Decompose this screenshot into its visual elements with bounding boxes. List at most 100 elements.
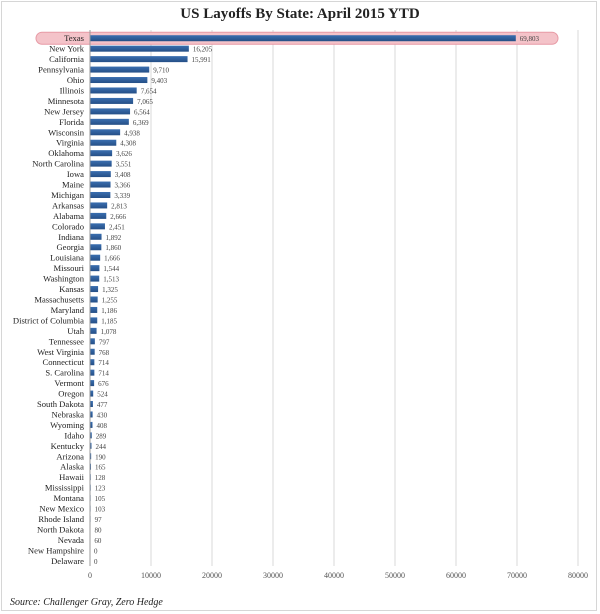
value-label-7: 6,564	[134, 108, 150, 116]
category-label-2: California	[49, 54, 84, 64]
category-label-29: Tennessee	[49, 336, 84, 346]
x-tick-label-0: 0	[88, 571, 92, 580]
value-label-19: 1,892	[106, 234, 122, 242]
category-label-38: Idaho	[64, 430, 84, 440]
x-tick-label-5: 50000	[385, 571, 405, 580]
category-label-34: Oregon	[58, 389, 84, 399]
value-label-27: 1,185	[101, 317, 117, 325]
value-label-22: 1,544	[103, 265, 119, 273]
category-label-48: Nevada	[58, 535, 84, 545]
bar-8	[90, 118, 129, 125]
category-label-22: Missouri	[53, 263, 84, 273]
category-label-41: Alaska	[60, 462, 84, 472]
bar-2	[90, 56, 188, 63]
category-label-8: Florida	[59, 117, 84, 127]
category-label-7: New Jersey	[44, 106, 85, 116]
x-tick-label-6: 60000	[446, 571, 466, 580]
category-label-17: Alabama	[53, 211, 84, 221]
value-label-6: 7,065	[137, 98, 153, 106]
category-label-45: New Mexico	[39, 504, 84, 514]
bar-29	[90, 338, 95, 345]
category-label-37: Wyoming	[50, 420, 85, 430]
value-label-48: 60	[94, 537, 102, 545]
value-label-45: 103	[95, 506, 106, 514]
category-label-43: Mississippi	[45, 483, 85, 493]
category-label-9: Wisconsin	[48, 127, 85, 137]
category-label-50: Delaware	[51, 556, 84, 566]
value-label-31: 714	[98, 359, 109, 367]
value-label-0: 69,803	[520, 35, 540, 43]
bar-18	[90, 223, 105, 230]
bar-32	[90, 369, 95, 376]
x-tick-label-2: 20000	[202, 571, 222, 580]
bar-28	[90, 327, 97, 334]
bar-15	[90, 191, 111, 198]
x-tick-label-4: 40000	[324, 571, 344, 580]
bar-19	[90, 233, 102, 240]
bar-12	[90, 160, 112, 167]
value-label-37: 408	[96, 422, 107, 430]
category-label-0: Texas	[64, 33, 85, 43]
value-label-8: 6,369	[133, 119, 149, 127]
value-label-33: 676	[98, 380, 109, 388]
category-label-24: Kansas	[59, 284, 84, 294]
category-label-46: Rhode Island	[38, 514, 84, 524]
value-label-42: 128	[95, 474, 106, 482]
bar-7	[90, 108, 131, 115]
chart-title: US Layoffs By State: April 2015 YTD	[180, 6, 420, 22]
value-label-44: 105	[95, 495, 106, 503]
bar-26	[90, 306, 98, 313]
category-label-20: Georgia	[56, 242, 84, 252]
value-label-40: 190	[95, 453, 106, 461]
bar-31	[90, 359, 95, 366]
category-label-3: Pennsylvania	[38, 65, 84, 75]
x-tick-label-1: 10000	[141, 571, 161, 580]
value-label-20: 1,860	[105, 244, 121, 252]
category-label-13: Iowa	[67, 169, 84, 179]
bar-9	[90, 129, 121, 136]
category-label-31: Connecticut	[42, 357, 84, 367]
value-label-21: 1,666	[104, 255, 120, 263]
bar-5	[90, 87, 137, 94]
category-label-19: Indiana	[58, 232, 84, 242]
category-label-28: Utah	[67, 326, 84, 336]
value-label-15: 3,339	[114, 192, 130, 200]
value-label-3: 9,710	[153, 67, 169, 75]
x-tick-label-3: 30000	[263, 571, 283, 580]
chart-source: Source: Challenger Gray, Zero Hedge	[10, 597, 163, 608]
value-label-1: 16,205	[193, 46, 213, 54]
category-label-39: Kentucky	[51, 441, 85, 451]
bar-39	[90, 442, 92, 449]
category-label-1: New York	[49, 44, 85, 54]
value-label-32: 714	[98, 370, 109, 378]
value-label-46: 97	[95, 516, 103, 524]
value-label-35: 477	[97, 401, 108, 409]
value-label-26: 1,186	[101, 307, 117, 315]
bar-25	[90, 296, 98, 303]
value-label-9: 4,938	[124, 129, 140, 137]
bar-37	[90, 421, 93, 428]
category-label-42: Hawaii	[59, 472, 84, 482]
value-label-5: 7,654	[141, 87, 157, 95]
value-label-49: 0	[94, 547, 98, 555]
category-label-36: Nebraska	[52, 409, 85, 419]
value-label-24: 1,325	[102, 286, 118, 294]
x-tick-label-8: 80000	[568, 571, 588, 580]
bar-4	[90, 77, 148, 84]
bar-35	[90, 401, 93, 408]
value-label-47: 80	[94, 526, 102, 534]
category-label-18: Colorado	[52, 221, 84, 231]
category-label-35: South Dakota	[37, 399, 84, 409]
bar-41	[90, 463, 92, 470]
value-label-30: 768	[99, 349, 110, 357]
value-label-10: 4,308	[120, 140, 136, 148]
bar-10	[90, 139, 117, 146]
bar-0	[90, 35, 516, 42]
category-label-49: New Hampshire	[28, 545, 84, 555]
category-label-32: S. Carolina	[45, 368, 84, 378]
category-label-10: Virginia	[56, 138, 84, 148]
value-label-28: 1,078	[101, 328, 117, 336]
category-label-21: Louisiana	[50, 253, 84, 263]
value-label-14: 3,366	[115, 182, 131, 190]
